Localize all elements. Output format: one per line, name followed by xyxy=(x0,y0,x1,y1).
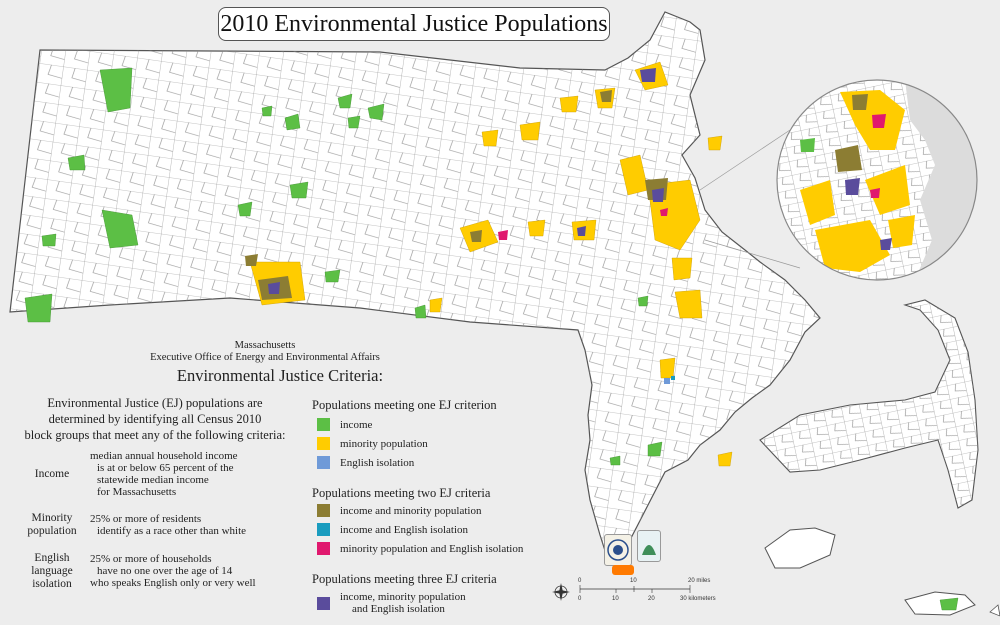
agency-block: Massachusetts Executive Office of Energy… xyxy=(130,340,400,364)
scale-bar xyxy=(579,585,691,593)
three-criteria-areas xyxy=(268,68,664,294)
legend-item-income: income xyxy=(317,418,372,431)
intro-line: block groups that meet any of the follow… xyxy=(24,428,286,442)
legend-item-income-english: income and English isolation xyxy=(317,523,468,536)
income-english-area xyxy=(671,376,675,380)
legend-two-title: Populations meeting two EJ criteria xyxy=(312,486,491,500)
criterion-line: 25% or more of households xyxy=(90,553,212,565)
legend-label: income xyxy=(340,418,373,431)
legend-one-title: Populations meeting one EJ criterion xyxy=(312,398,497,412)
legend-item-all-three: income, minority population and English … xyxy=(317,591,466,615)
criterion-line: who speaks English only or very well xyxy=(90,577,256,589)
income-areas xyxy=(24,67,959,611)
legend-label: minority population xyxy=(340,437,428,450)
criterion-label-line: population xyxy=(27,525,77,537)
criterion-line: median annual household income xyxy=(90,450,238,462)
criterion-label-line: isolation xyxy=(32,578,72,590)
criterion-line: statewide median income xyxy=(97,474,209,486)
scale-tick: 10 xyxy=(630,578,637,584)
scale-miles-label: 20 miles xyxy=(688,578,711,584)
scale-tick: 10 xyxy=(612,596,619,602)
agency-logo xyxy=(637,530,661,562)
criterion-label-line: Minority xyxy=(31,512,73,524)
massachusetts-seal-logo xyxy=(604,534,632,566)
swatch-income-minority xyxy=(317,504,330,517)
commonwealth-logo xyxy=(612,565,634,575)
scale-tick: 20 xyxy=(648,596,655,602)
legend-label-line: income, minority population xyxy=(340,591,466,603)
swatch-minority-english xyxy=(317,542,330,555)
criterion-text-income: median annual household income is at or … xyxy=(90,450,310,498)
legend-item-english: English isolation xyxy=(317,456,414,469)
criterion-line: identify as a race other than white xyxy=(97,525,247,537)
legend-item-income-minority: income and minority population xyxy=(317,504,481,517)
legend-label: English isolation xyxy=(340,456,415,469)
boston-inset xyxy=(777,80,977,280)
swatch-english xyxy=(317,456,330,469)
criterion-line: 25% or more of residents xyxy=(90,513,202,525)
criterion-line: for Massachusetts xyxy=(97,486,177,498)
scale-km-label: 30 kilometers xyxy=(680,596,716,602)
compass-rose-icon xyxy=(552,583,570,601)
criterion-label-income: Income xyxy=(34,468,70,480)
criterion-label-minority: Minority population xyxy=(16,512,88,538)
intro-line: determined by identifying all Census 201… xyxy=(48,412,262,426)
criterion-line: have no one over the age of 14 xyxy=(97,565,233,577)
intro-line: Environmental Justice (EJ) populations a… xyxy=(47,396,263,410)
english-isolation-area xyxy=(664,378,670,384)
criterion-text-minority: 25% or more of residents identify as a r… xyxy=(90,513,310,537)
swatch-all-three xyxy=(317,596,330,610)
agency-state: Massachusetts xyxy=(234,340,296,351)
criterion-text-english: 25% or more of households have no one ov… xyxy=(90,553,310,589)
criterion-label-line: English xyxy=(34,552,70,564)
legend-item-minority-english: minority population and English isolatio… xyxy=(317,542,523,555)
legend-label-line: and English isolation xyxy=(352,603,445,615)
swatch-minority xyxy=(317,437,330,450)
criterion-label-english: English language isolation xyxy=(16,552,88,591)
legend-label: income and minority population xyxy=(340,504,482,517)
legend-label: income and English isolation xyxy=(340,523,469,536)
minority-english-areas xyxy=(498,208,668,240)
swatch-income-english xyxy=(317,523,330,536)
legend-label: income, minority population and English … xyxy=(340,591,466,615)
map-title: 2010 Environmental Justice Populations xyxy=(218,7,610,41)
swatch-income xyxy=(317,418,330,431)
legend-item-minority: minority population xyxy=(317,437,428,450)
legend-label: minority population and English isolatio… xyxy=(340,542,524,555)
criteria-intro: Environmental Justice (EJ) populations a… xyxy=(10,395,300,443)
criterion-line: is at or below 65 percent of the xyxy=(97,462,234,474)
marthas-vineyard xyxy=(764,527,836,569)
criterion-label-line: language xyxy=(31,565,73,577)
scale-tick: 0 xyxy=(578,596,582,602)
nantucket xyxy=(904,591,976,616)
criteria-heading: Environmental Justice Criteria: xyxy=(176,366,384,385)
leaf-icon xyxy=(642,545,656,555)
agency-name: Executive Office of Energy and Environme… xyxy=(150,352,380,363)
legend-three-title: Populations meeting three EJ criteria xyxy=(312,572,497,586)
seal-icon xyxy=(607,539,629,561)
scale-tick: 0 xyxy=(578,578,582,584)
